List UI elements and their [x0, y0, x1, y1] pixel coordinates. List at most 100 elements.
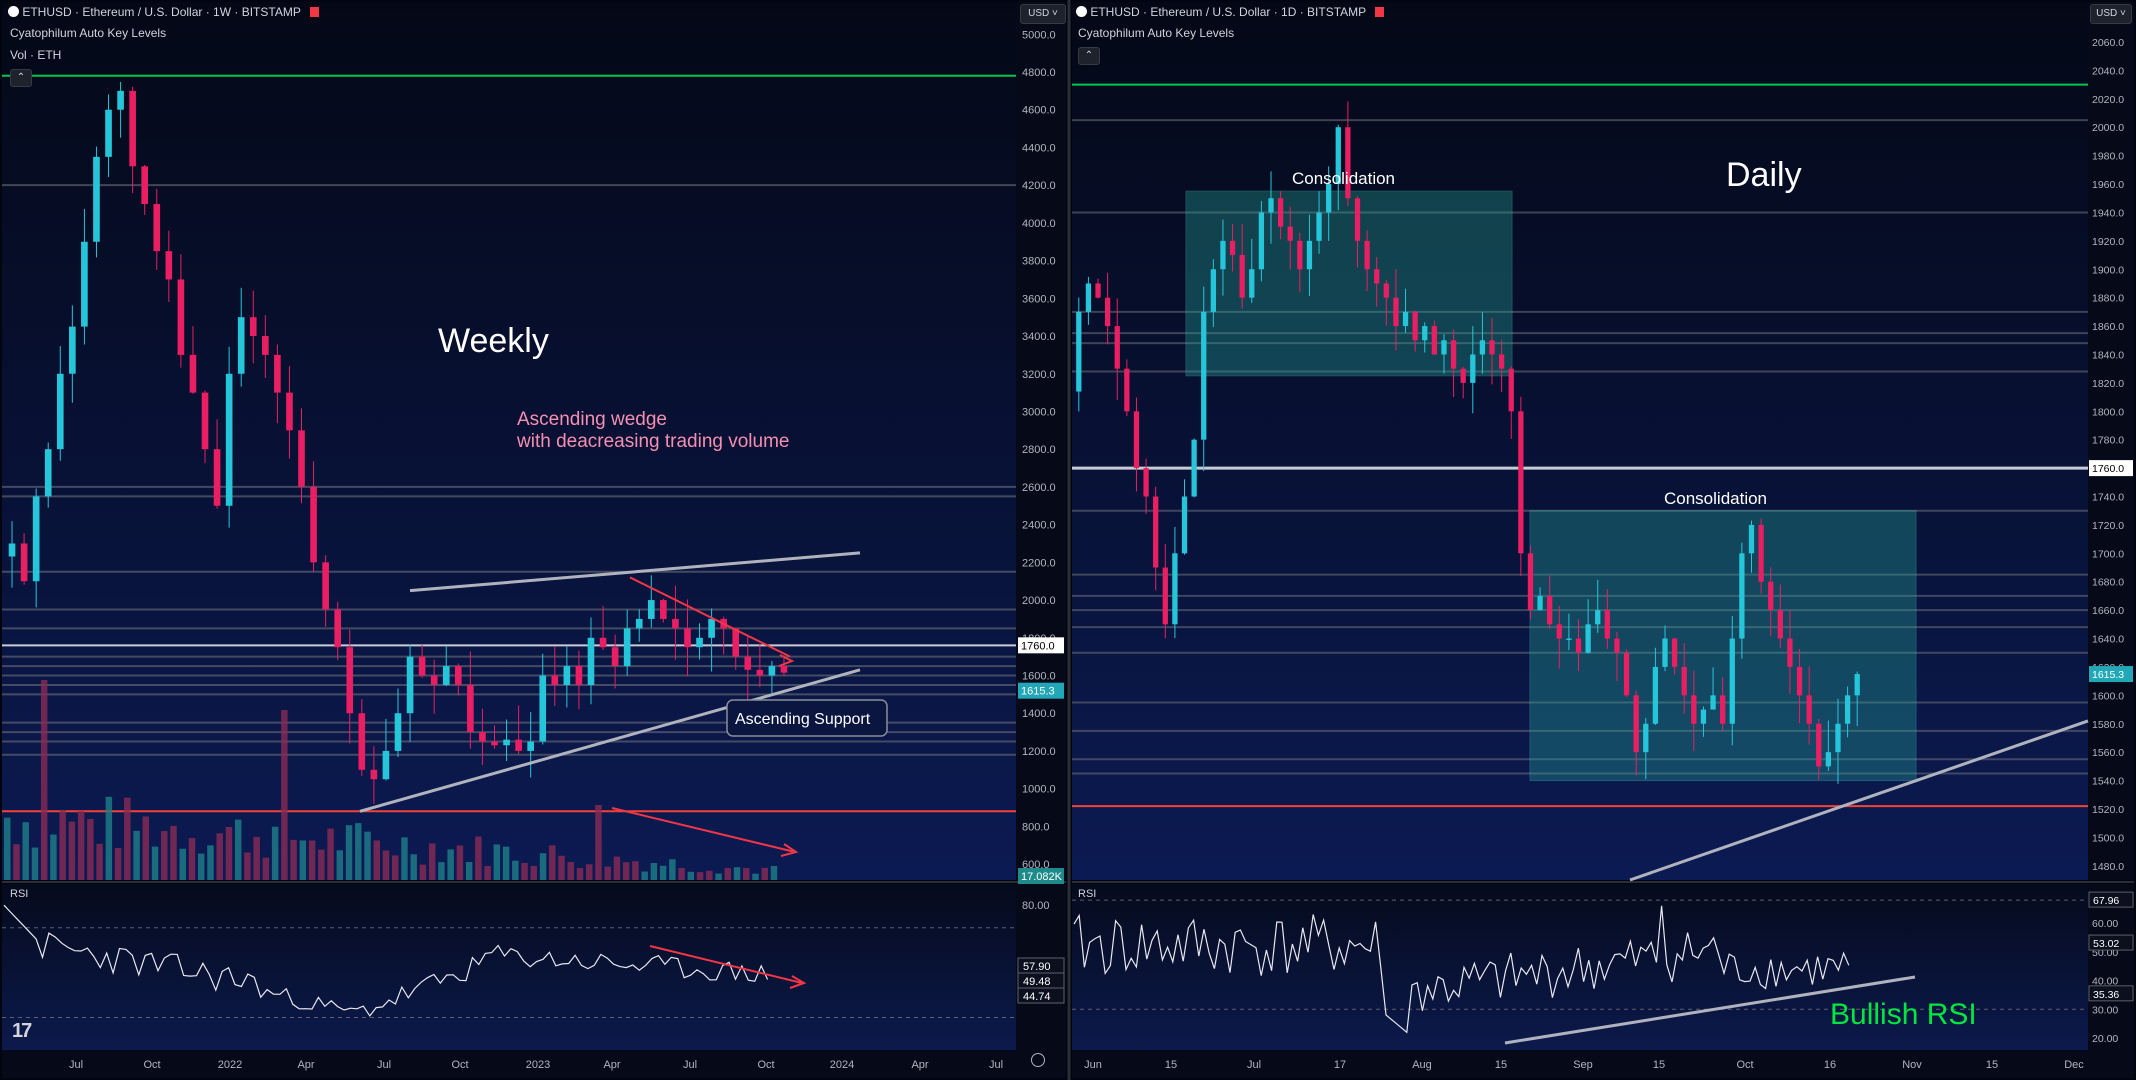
- right-indicator-label[interactable]: Cyatophilum Auto Key Levels: [1078, 26, 1235, 40]
- weekly-candle[interactable]: [189, 354, 197, 393]
- daily-candle[interactable]: [1412, 311, 1418, 341]
- daily-candle[interactable]: [1844, 695, 1851, 724]
- weekly-candle[interactable]: [491, 741, 498, 746]
- daily-candle[interactable]: [1239, 255, 1245, 298]
- settings-gear-icon[interactable]: [1031, 1053, 1045, 1067]
- weekly-candle[interactable]: [117, 90, 124, 110]
- daily-candle[interactable]: [1249, 269, 1255, 298]
- weekly-candle[interactable]: [346, 647, 354, 714]
- weekly-candle[interactable]: [479, 732, 486, 742]
- weekly-candle[interactable]: [44, 449, 52, 497]
- daily-candle[interactable]: [1595, 610, 1601, 625]
- daily-candle[interactable]: [1277, 198, 1284, 227]
- daily-candle[interactable]: [1835, 723, 1841, 753]
- left-indicator-label[interactable]: Cyatophilum Auto Key Levels: [10, 26, 167, 40]
- daily-candle[interactable]: [1153, 496, 1159, 568]
- daily-candle[interactable]: [1162, 567, 1168, 625]
- weekly-candle[interactable]: [20, 543, 28, 582]
- left-rsi-label[interactable]: RSI: [10, 888, 29, 900]
- daily-candle[interactable]: [1575, 638, 1582, 653]
- left-chart-title[interactable]: ETHUSD · Ethereum / U.S. Dollar · 1W · B…: [8, 4, 319, 20]
- weekly-candle[interactable]: [69, 326, 76, 374]
- right-rsi-label[interactable]: RSI: [1078, 888, 1097, 900]
- daily-candle[interactable]: [1191, 439, 1197, 497]
- daily-candle[interactable]: [1691, 695, 1697, 724]
- weekly-candle[interactable]: [394, 713, 402, 751]
- daily-candle[interactable]: [1422, 326, 1428, 341]
- right-time-axis[interactable]: [1072, 1050, 2134, 1078]
- weekly-candle[interactable]: [177, 279, 185, 355]
- daily-candle[interactable]: [1402, 311, 1409, 327]
- consolidation-box-1[interactable]: [1185, 190, 1513, 377]
- daily-candle[interactable]: [1335, 127, 1341, 185]
- daily-candle[interactable]: [1479, 340, 1486, 355]
- weekly-candle[interactable]: [575, 666, 583, 685]
- daily-candle[interactable]: [1181, 496, 1188, 554]
- weekly-candle[interactable]: [539, 675, 547, 742]
- daily-candle[interactable]: [1681, 666, 1687, 696]
- collapse-chevron-icon[interactable]: ⌃: [10, 69, 32, 87]
- daily-candle[interactable]: [1854, 674, 1860, 696]
- weekly-candle[interactable]: [153, 204, 161, 252]
- daily-candle[interactable]: [1671, 638, 1678, 667]
- weekly-candle[interactable]: [732, 628, 740, 657]
- daily-candle[interactable]: [1547, 595, 1553, 625]
- weekly-candle[interactable]: [756, 669, 764, 676]
- weekly-candle[interactable]: [708, 618, 715, 638]
- weekly-candle[interactable]: [563, 666, 571, 685]
- daily-candle[interactable]: [1585, 624, 1591, 653]
- weekly-candle[interactable]: [201, 392, 209, 450]
- weekly-candle[interactable]: [334, 609, 342, 648]
- daily-candle[interactable]: [1441, 340, 1447, 355]
- daily-candle[interactable]: [1816, 723, 1822, 767]
- weekly-candle[interactable]: [515, 739, 522, 751]
- daily-candle[interactable]: [1700, 709, 1707, 724]
- weekly-candle[interactable]: [768, 666, 776, 676]
- daily-candle[interactable]: [1297, 240, 1303, 270]
- daily-candle[interactable]: [1450, 340, 1457, 369]
- daily-candle[interactable]: [1393, 297, 1399, 327]
- daily-candle[interactable]: [1498, 354, 1505, 369]
- daily-candle[interactable]: [1796, 666, 1803, 696]
- weekly-candle[interactable]: [358, 713, 366, 770]
- daily-candle[interactable]: [1374, 269, 1380, 284]
- daily-candle[interactable]: [1143, 468, 1149, 497]
- daily-candle[interactable]: [1758, 524, 1764, 582]
- daily-candle[interactable]: [1114, 326, 1120, 369]
- weekly-candle[interactable]: [213, 449, 221, 506]
- daily-candle[interactable]: [1470, 354, 1476, 383]
- weekly-candle[interactable]: [225, 373, 233, 506]
- daily-candle[interactable]: [1748, 524, 1755, 554]
- weekly-candle[interactable]: [165, 251, 173, 280]
- weekly-candle[interactable]: [647, 600, 655, 619]
- weekly-candle[interactable]: [370, 769, 378, 780]
- weekly-candle[interactable]: [322, 562, 329, 610]
- daily-candle[interactable]: [1777, 610, 1783, 639]
- daily-candle[interactable]: [1614, 638, 1620, 653]
- left-price-axis[interactable]: [1016, 2, 1066, 880]
- daily-candle[interactable]: [1220, 240, 1226, 270]
- daily-candle[interactable]: [1710, 695, 1716, 710]
- right-chart-title[interactable]: ETHUSD · Ethereum / U.S. Dollar · 1D · B…: [1076, 4, 1385, 20]
- left-currency-select[interactable]: USD ˅: [1020, 4, 1066, 24]
- daily-candle[interactable]: [1306, 240, 1313, 270]
- left-rsi-pane[interactable]: [2, 884, 1016, 1050]
- daily-candle[interactable]: [1518, 411, 1524, 554]
- tradingview-logo-icon[interactable]: 17: [12, 1020, 32, 1042]
- daily-candle[interactable]: [1354, 198, 1361, 241]
- daily-candle[interactable]: [1729, 638, 1735, 724]
- weekly-candle[interactable]: [660, 600, 667, 619]
- daily-candle[interactable]: [1806, 695, 1812, 724]
- daily-candle[interactable]: [1133, 411, 1140, 469]
- weekly-candle[interactable]: [129, 90, 136, 167]
- weekly-candle[interactable]: [442, 666, 450, 685]
- daily-candle[interactable]: [1652, 666, 1659, 724]
- daily-candle[interactable]: [1229, 240, 1236, 256]
- daily-candle[interactable]: [1268, 198, 1274, 213]
- daily-candle[interactable]: [1258, 212, 1265, 270]
- daily-candle[interactable]: [1431, 326, 1438, 355]
- daily-candle[interactable]: [1095, 283, 1101, 298]
- left-price-pane[interactable]: [2, 2, 1016, 880]
- daily-candle[interactable]: [1316, 212, 1322, 241]
- support-callout-box[interactable]: [726, 699, 888, 737]
